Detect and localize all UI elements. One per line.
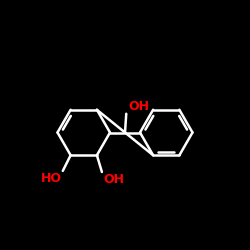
Text: OH: OH: [129, 100, 150, 112]
Text: OH: OH: [103, 173, 124, 186]
Text: HO: HO: [40, 172, 62, 185]
